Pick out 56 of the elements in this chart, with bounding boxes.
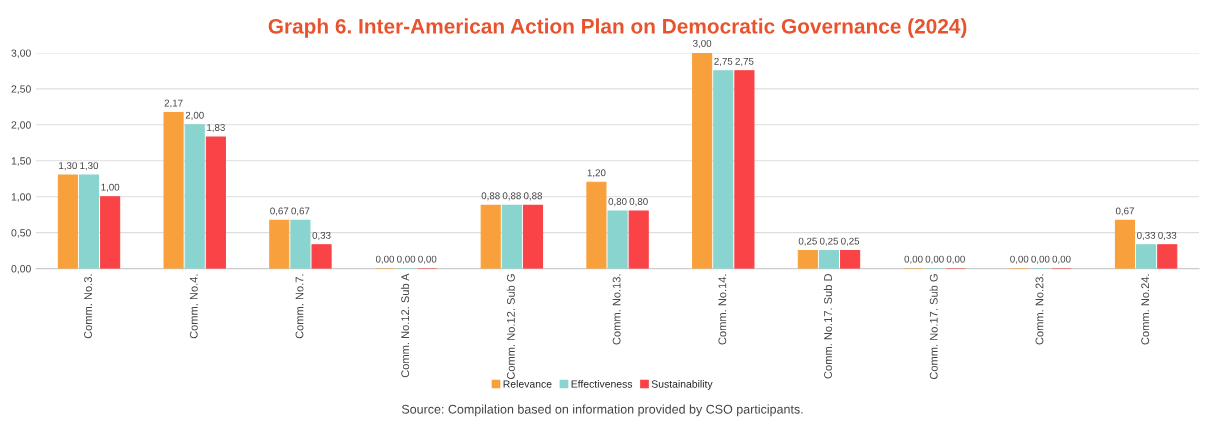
data-label: 2,00: [185, 111, 204, 120]
y-tick-label: 1,50: [11, 157, 31, 166]
x-tick-label: Comm. No.24.: [1141, 274, 1150, 345]
data-label: 2,17: [164, 99, 183, 108]
data-label: 0,00: [1052, 255, 1071, 264]
data-label: 0,80: [629, 198, 648, 207]
y-tick-label: 3,00: [11, 49, 31, 58]
x-tick-label: Comm. No.4.: [189, 274, 198, 339]
data-label: 0,25: [798, 237, 817, 246]
data-label: 0,00: [946, 255, 965, 264]
data-label: 0,33: [1158, 231, 1177, 240]
legend-label: Relevance: [503, 380, 552, 388]
data-label: 0,88: [502, 192, 521, 201]
x-tick-label: Comm. No.13.: [612, 274, 621, 345]
x-tick-label: Comm. No.7.: [295, 274, 304, 339]
y-tick-label: 2,50: [11, 85, 31, 94]
data-label: 1,30: [80, 162, 99, 171]
y-tick-label: 2,00: [11, 121, 31, 130]
data-label: 0,25: [819, 237, 839, 246]
data-label: 0,80: [608, 198, 627, 207]
data-label: 1,20: [587, 169, 606, 178]
data-label: 0,00: [397, 255, 416, 264]
data-label: 2,75: [735, 57, 754, 66]
data-label: 0,00: [375, 255, 395, 264]
data-label: 0,00: [904, 255, 923, 264]
data-label: 0,67: [1115, 207, 1134, 216]
legend-label: Effectiveness: [571, 380, 633, 388]
data-label: 0,33: [1137, 231, 1156, 240]
data-label: 1,00: [101, 183, 120, 192]
data-label: 0,00: [1031, 255, 1050, 264]
data-label: 0,67: [291, 207, 310, 216]
source-note: Source: Compilation based on information provided by CSO participants.: [401, 404, 803, 417]
y-tick-label: 1,00: [11, 193, 31, 202]
data-label: 0,33: [312, 231, 331, 240]
data-label: 0,25: [841, 237, 860, 246]
data-label: 1,83: [207, 124, 225, 133]
x-tick-label: Comm. No.12. Sub G: [506, 274, 515, 380]
x-tick-label: Comm. No.23.: [1035, 274, 1044, 345]
data-label: 0,00: [418, 255, 437, 264]
x-tick-label: Comm. No.3.: [84, 274, 92, 339]
data-label: 0,88: [481, 192, 500, 201]
data-label: 2,75: [714, 57, 733, 66]
x-tick-label: Comm. No.17. Sub G: [929, 274, 938, 380]
data-label: 0,67: [270, 207, 289, 216]
data-label: 0,00: [1010, 255, 1029, 264]
data-label: 0,00: [925, 255, 944, 264]
y-tick-label: 0,50: [11, 229, 31, 238]
x-tick-label: Comm. No.12. Sub A: [400, 273, 410, 378]
data-label: 3,00: [693, 39, 712, 48]
data-label: 1,30: [59, 162, 77, 171]
chart-title: Graph 6. Inter-American Action Plan on Democratic Governance (2024): [268, 18, 967, 38]
legend-label: Sustainability: [651, 380, 713, 390]
data-label: 0,88: [523, 192, 543, 201]
x-tick-label: Comm. No.14.: [718, 274, 727, 345]
y-tick-label: 0,00: [11, 265, 31, 274]
x-tick-label: Comm. No.17. Sub D: [823, 273, 832, 379]
